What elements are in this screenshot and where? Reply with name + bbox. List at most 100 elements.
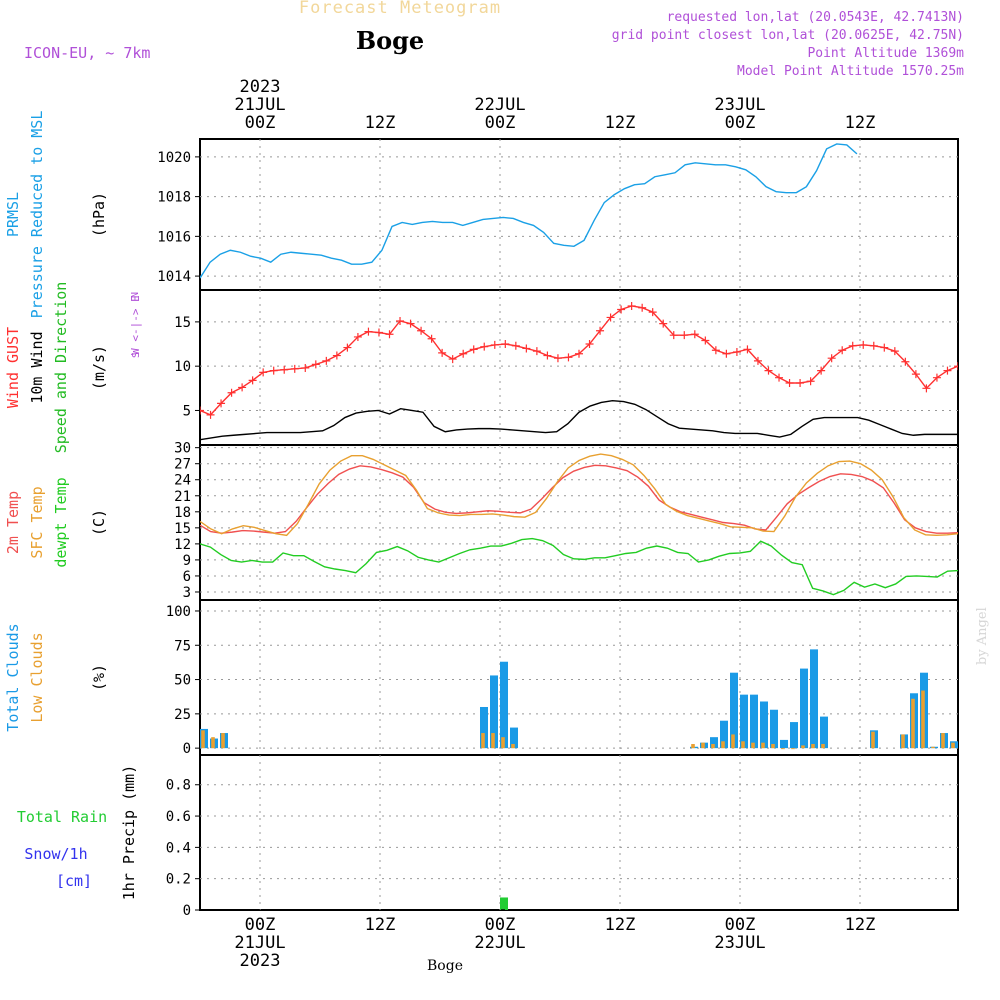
gust-marker <box>248 376 257 385</box>
y-tick-label: 18 <box>174 505 191 521</box>
bar <box>760 701 768 749</box>
gust-marker <box>596 326 605 335</box>
point-altitude: Point Altitude 1369m <box>807 46 964 61</box>
gust-marker <box>322 356 331 365</box>
gust-marker <box>827 354 836 363</box>
bar <box>500 661 508 749</box>
gust-marker <box>396 317 405 325</box>
gust-marker <box>796 379 805 387</box>
panel-frame <box>199 754 959 911</box>
bar <box>750 694 758 749</box>
series-sfc-temp <box>200 453 958 537</box>
gust-marker <box>200 406 204 415</box>
compass-south: S <box>131 352 142 358</box>
panel-label: 2m Temp <box>4 491 22 554</box>
bar <box>970 747 978 748</box>
time-label-day: 22JUL <box>474 933 525 953</box>
gust-marker <box>543 351 552 360</box>
compass-north: N <box>130 292 141 298</box>
bar <box>961 744 965 748</box>
bar <box>720 720 728 749</box>
y-tick-label: 75 <box>174 638 191 654</box>
gust-marker <box>459 349 468 358</box>
time-label-hour: 12Z <box>365 113 396 133</box>
y-tick-label: 6 <box>183 569 191 585</box>
bar <box>820 716 828 749</box>
bar <box>810 649 818 749</box>
gust-marker <box>448 355 457 364</box>
y-tick-label: 0.4 <box>166 840 191 856</box>
bar <box>761 742 765 749</box>
series-line <box>200 143 858 279</box>
y-tick-label: 1018 <box>157 190 191 206</box>
y-tick-label: 1016 <box>157 229 191 245</box>
y-tick-label: 15 <box>174 315 191 331</box>
time-label-day: 23JUL <box>714 95 765 115</box>
series-low-clouds <box>201 690 975 750</box>
series-2m-temp <box>200 464 958 534</box>
bar <box>511 744 515 749</box>
gust-marker <box>932 373 941 382</box>
gust-marker <box>648 308 657 317</box>
y-tick-label: 21 <box>174 489 191 505</box>
bar <box>740 694 748 749</box>
gust-marker <box>353 332 362 341</box>
gust-marker <box>564 353 573 362</box>
y-tick-label: 27 <box>174 457 191 473</box>
gust-marker <box>838 346 847 355</box>
panel-unit: 1hr Precip (mm) <box>120 765 138 900</box>
bar <box>871 731 875 749</box>
gust-marker <box>943 366 952 375</box>
bar <box>770 709 778 749</box>
time-label-day: 22JUL <box>474 95 525 115</box>
y-tick-label: 24 <box>174 473 191 489</box>
gust-marker <box>669 331 678 340</box>
gust-marker <box>817 366 826 375</box>
bar <box>221 733 225 749</box>
bar <box>901 734 905 749</box>
bar <box>821 744 825 749</box>
gust-marker <box>217 399 226 408</box>
panel-clouds: 0 25 50 75 100 Total Clouds Low Clouds (%) <box>4 599 978 757</box>
gust-marker <box>659 319 668 328</box>
bar <box>691 744 695 749</box>
gust-marker <box>480 342 489 351</box>
y-tick-label: 30 <box>174 441 191 457</box>
series-dewpt-temp <box>200 537 958 596</box>
gust-marker <box>532 347 541 356</box>
panel-label: dewpt Temp <box>52 477 70 567</box>
grid-point-coords: grid point closest lon,lat (20.0625E, 42… <box>611 28 964 43</box>
footer-location: Boge <box>427 958 463 974</box>
panel-label: Low Clouds <box>28 632 46 722</box>
gust-marker <box>511 341 520 350</box>
gust-marker <box>259 368 268 377</box>
meteogram-title: Forecast Meteogram <box>298 0 502 18</box>
series-10m-wind <box>200 400 958 441</box>
bar <box>211 737 215 749</box>
bar <box>781 748 785 750</box>
time-label-day: 21JUL <box>234 933 285 953</box>
series-line <box>200 537 958 596</box>
gust-marker <box>690 330 699 339</box>
y-tick-label: 25 <box>174 707 191 723</box>
gust-marker <box>469 345 478 354</box>
bar <box>711 744 715 749</box>
bar <box>971 747 975 748</box>
gust-marker <box>490 340 499 349</box>
gust-marker <box>227 388 236 397</box>
time-label-hour: 00Z <box>725 113 756 133</box>
gust-marker <box>722 349 731 358</box>
gust-marker <box>417 326 426 335</box>
time-label-hour: 12Z <box>845 113 876 133</box>
time-label-day: 23JUL <box>714 933 765 953</box>
gust-marker <box>680 331 689 340</box>
gust-marker <box>954 362 958 371</box>
y-tick-label: 15 <box>174 521 191 537</box>
y-tick-label: 50 <box>174 673 191 689</box>
gust-marker <box>711 346 720 355</box>
gust-marker <box>806 377 815 386</box>
gust-marker <box>911 370 920 379</box>
gust-marker <box>406 319 415 328</box>
gust-marker <box>606 313 615 322</box>
y-tick-label: 3 <box>183 585 191 601</box>
